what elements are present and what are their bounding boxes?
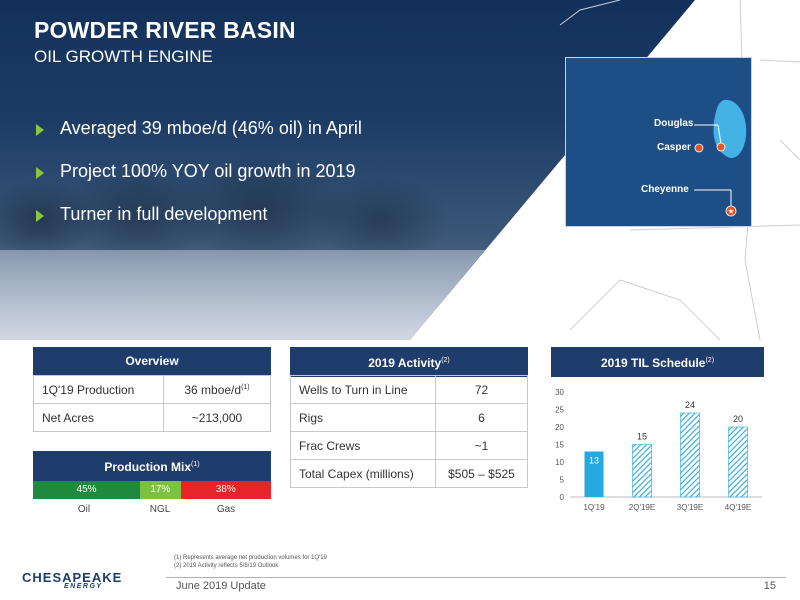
footer-date: June 2019 Update <box>176 580 266 592</box>
table-cell: 36 mboe/d(1) <box>163 375 271 404</box>
data-label: 24 <box>685 400 695 410</box>
activity-header: 2019 Activity(2) <box>290 347 528 377</box>
casper-marker <box>694 143 704 153</box>
table-cell: Frac Crews <box>290 431 436 460</box>
cheyenne-marker <box>725 205 737 217</box>
production-mix-header: Production Mix(1) <box>33 451 271 481</box>
table-cell: 6 <box>435 403 528 432</box>
hero-photo-snow <box>0 250 485 340</box>
mix-segment-ngl: 17% <box>140 481 181 499</box>
footnote-1: (1) Represents average net production vo… <box>174 555 327 561</box>
footnote-2: (2) 2019 Activity reflects 5/8/19 Outloo… <box>174 563 279 569</box>
bullet-item: Averaged 39 mboe/d (46% oil) in April <box>36 118 456 144</box>
table-row: Net Acres ~213,000 <box>33 403 271 432</box>
x-tick-label: 2Q'19E <box>629 503 655 512</box>
page-subtitle: OIL GROWTH ENGINE <box>34 47 213 66</box>
mix-label-oil: Oil <box>77 504 91 515</box>
table-cell: ~1 <box>435 431 528 460</box>
y-tick-label: 5 <box>560 476 565 485</box>
overview-table: 1Q'19 Production 36 mboe/d(1) Net Acres … <box>33 375 271 432</box>
bar-2 <box>680 412 700 498</box>
mix-segment-oil: 45% <box>33 481 141 499</box>
y-tick-label: 30 <box>555 388 564 397</box>
data-label: 13 <box>589 456 599 466</box>
map-label-cheyenne: Cheyenne <box>641 184 689 195</box>
bullet-arrow-icon <box>36 210 44 222</box>
table-cell: ~213,000 <box>163 403 271 432</box>
table-row: Frac Crews ~1 <box>290 431 528 460</box>
y-tick-label: 0 <box>560 493 565 502</box>
data-label: 20 <box>733 414 743 424</box>
table-cell: Wells to Turn in Line <box>290 375 436 404</box>
bar-3 <box>728 426 748 498</box>
bullet-item: Turner in full development <box>36 204 456 230</box>
til-chart-svg: 0 5 10 15 20 25 30 13 1Q'19 15 2Q'19E 24 3Q'19E 20 4Q'… <box>555 388 762 512</box>
y-tick-label: 20 <box>555 423 564 432</box>
table-cell: Total Capex (millions) <box>290 459 436 488</box>
wyoming-map: ★ Douglas Casper Cheyenne <box>565 57 752 227</box>
mix-label-ngl: NGL <box>149 504 171 515</box>
hero-photo-trees <box>0 70 520 270</box>
table-row: 1Q'19 Production 36 mboe/d(1) <box>33 375 271 404</box>
page-number: 15 <box>763 580 776 592</box>
map-label-casper: Casper <box>657 142 691 153</box>
footer-divider <box>166 577 786 578</box>
overview-header: Overview <box>33 347 271 375</box>
activity-table: Wells to Turn in Line 72 Rigs 6 Frac Cre… <box>290 375 528 488</box>
table-cell: 72 <box>435 375 528 404</box>
table-cell: 1Q'19 Production <box>33 375 164 404</box>
table-cell: Net Acres <box>33 403 164 432</box>
table-cell: Rigs <box>290 403 436 432</box>
table-cell: $505 – $525 <box>435 459 528 488</box>
svg-text:★: ★ <box>728 208 734 216</box>
data-label: 15 <box>637 432 647 442</box>
x-tick-label: 1Q'19 <box>583 503 605 512</box>
y-tick-label: 10 <box>555 458 564 467</box>
til-schedule-header: 2019 TIL Schedule(2) <box>551 347 764 377</box>
chesapeake-logo: CHESAPEAKE ENERGY <box>22 570 123 590</box>
bullet-arrow-icon <box>36 167 44 179</box>
production-mix-bar: 45% 17% 38% <box>33 481 271 499</box>
bullet-item: Project 100% YOY oil growth in 2019 <box>36 161 456 187</box>
y-tick-label: 15 <box>555 441 564 450</box>
mix-segment-gas: 38% <box>180 481 271 499</box>
douglas-marker <box>716 142 726 152</box>
page-title: POWDER RIVER BASIN <box>34 17 296 43</box>
y-tick-label: 25 <box>555 406 564 415</box>
map-label-douglas: Douglas <box>654 118 694 129</box>
mix-label-gas: Gas <box>216 504 236 515</box>
til-schedule-chart: 0 5 10 15 20 25 30 13 1Q'19 15 2Q'19E 24 3Q'19E 20 4Q'… <box>548 384 768 529</box>
bar-0 <box>584 451 604 497</box>
bar-1 <box>632 444 652 498</box>
x-tick-label: 4Q'19E <box>725 503 751 512</box>
bullet-arrow-icon <box>36 124 44 136</box>
table-row: Wells to Turn in Line 72 <box>290 375 528 404</box>
table-row: Rigs 6 <box>290 403 528 432</box>
table-row: Total Capex (millions) $505 – $525 <box>290 459 528 488</box>
x-tick-label: 3Q'19E <box>677 503 703 512</box>
